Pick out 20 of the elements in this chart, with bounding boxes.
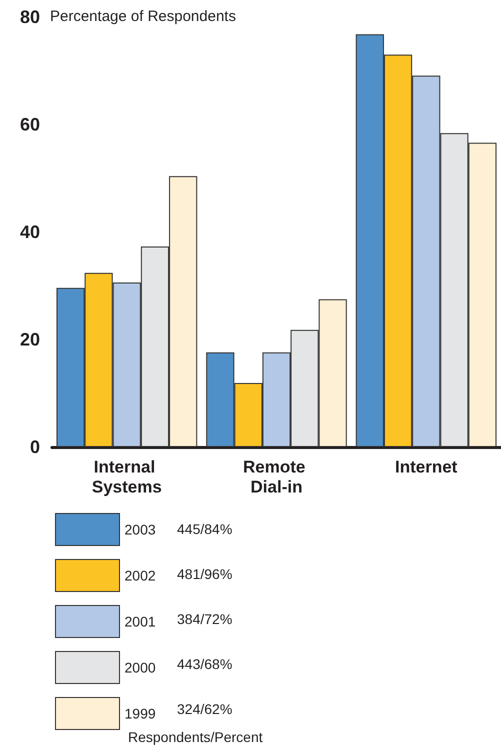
y-tick-label: 0 [30,437,40,457]
legend-label: 2003 [124,522,156,538]
y-axis-title: Percentage of Respondents [50,8,236,25]
y-tick-label: 80 [20,7,40,27]
legend-label: 1999 [124,706,156,722]
y-tick-label: 20 [20,330,40,350]
y-tick-label: 60 [20,114,40,134]
text: 384/72% [177,611,232,627]
legend-label: 2002 [124,568,156,584]
legend-label: 2001 [124,614,156,630]
y-tick-label: 40 [20,222,40,242]
x-tick-label: Remote Dial-in [242,458,310,496]
legend-label: 2000 [124,660,156,676]
text: 443/68% [177,656,232,672]
text: 324/62% [177,701,232,717]
text: 445/84% [177,521,232,537]
x-tick-label: Internal Systems [92,458,162,496]
x-tick-label: Internet [394,458,458,476]
legend-title: Respondents/Percent [128,729,263,745]
text: 481/96% [177,566,232,582]
